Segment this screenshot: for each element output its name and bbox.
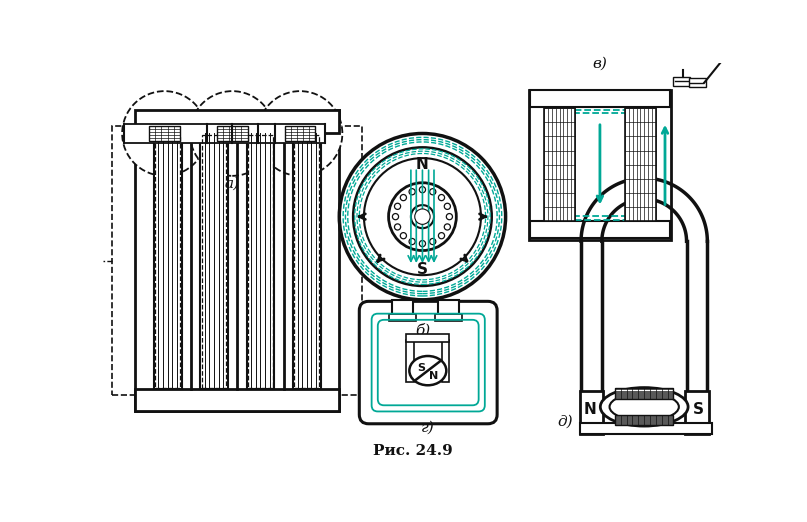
Circle shape [257, 91, 342, 176]
Bar [530, 221, 670, 238]
Bar [579, 392, 604, 434]
Text: S: S [417, 262, 428, 277]
FancyBboxPatch shape [359, 301, 497, 424]
Circle shape [388, 183, 456, 251]
Bar [441, 340, 449, 382]
Circle shape [420, 186, 425, 193]
Text: Рис. 24.9: Рис. 24.9 [374, 444, 453, 458]
Text: N: N [584, 401, 596, 417]
Ellipse shape [609, 393, 679, 421]
Bar [200, 134, 228, 389]
Text: а): а) [224, 176, 240, 191]
Circle shape [392, 213, 399, 220]
Circle shape [400, 195, 407, 200]
Ellipse shape [409, 356, 446, 385]
Bar [544, 108, 575, 221]
Bar [154, 134, 182, 389]
Text: S: S [692, 401, 704, 417]
Circle shape [445, 203, 450, 209]
Circle shape [122, 91, 207, 176]
Circle shape [438, 233, 445, 239]
Text: N: N [429, 371, 439, 381]
Bar [615, 414, 674, 425]
Bar [293, 134, 320, 389]
Bar [579, 423, 712, 434]
Bar [156, 135, 180, 387]
Circle shape [420, 241, 425, 247]
Circle shape [429, 239, 436, 245]
Text: N: N [416, 157, 429, 172]
Circle shape [429, 188, 436, 195]
Bar [615, 388, 674, 399]
Text: S: S [418, 363, 425, 373]
Circle shape [339, 134, 506, 300]
Bar [685, 392, 709, 434]
Text: б): б) [415, 323, 430, 337]
Circle shape [409, 239, 416, 245]
Text: в): в) [592, 57, 607, 71]
Bar [625, 108, 656, 221]
Text: д): д) [558, 415, 573, 429]
Circle shape [395, 224, 400, 230]
Bar [295, 135, 319, 387]
Text: г): г) [421, 420, 435, 434]
Circle shape [438, 195, 445, 200]
Bar [112, 126, 362, 395]
Bar [124, 124, 324, 143]
Bar [285, 126, 316, 141]
Bar [530, 90, 670, 106]
Bar [529, 90, 671, 240]
Ellipse shape [600, 387, 688, 426]
Circle shape [364, 158, 481, 275]
Circle shape [445, 224, 450, 230]
Circle shape [353, 147, 491, 286]
Circle shape [409, 188, 416, 195]
Circle shape [400, 233, 407, 239]
Bar [136, 110, 339, 134]
Circle shape [411, 205, 434, 228]
Bar [247, 134, 274, 389]
Bar [202, 135, 227, 387]
Circle shape [415, 209, 430, 224]
Bar [217, 126, 248, 141]
Bar [674, 77, 691, 86]
Bar [435, 314, 462, 322]
Bar [744, 53, 758, 64]
Circle shape [190, 91, 274, 176]
Circle shape [446, 213, 453, 220]
Circle shape [395, 203, 400, 209]
Bar [438, 300, 459, 315]
Bar [388, 314, 416, 322]
Bar [689, 78, 706, 87]
Bar [136, 110, 339, 411]
Bar [406, 340, 414, 382]
Bar [149, 126, 180, 141]
Bar [136, 389, 339, 411]
Bar [248, 135, 273, 387]
Bar [406, 335, 449, 342]
Bar [391, 300, 413, 315]
